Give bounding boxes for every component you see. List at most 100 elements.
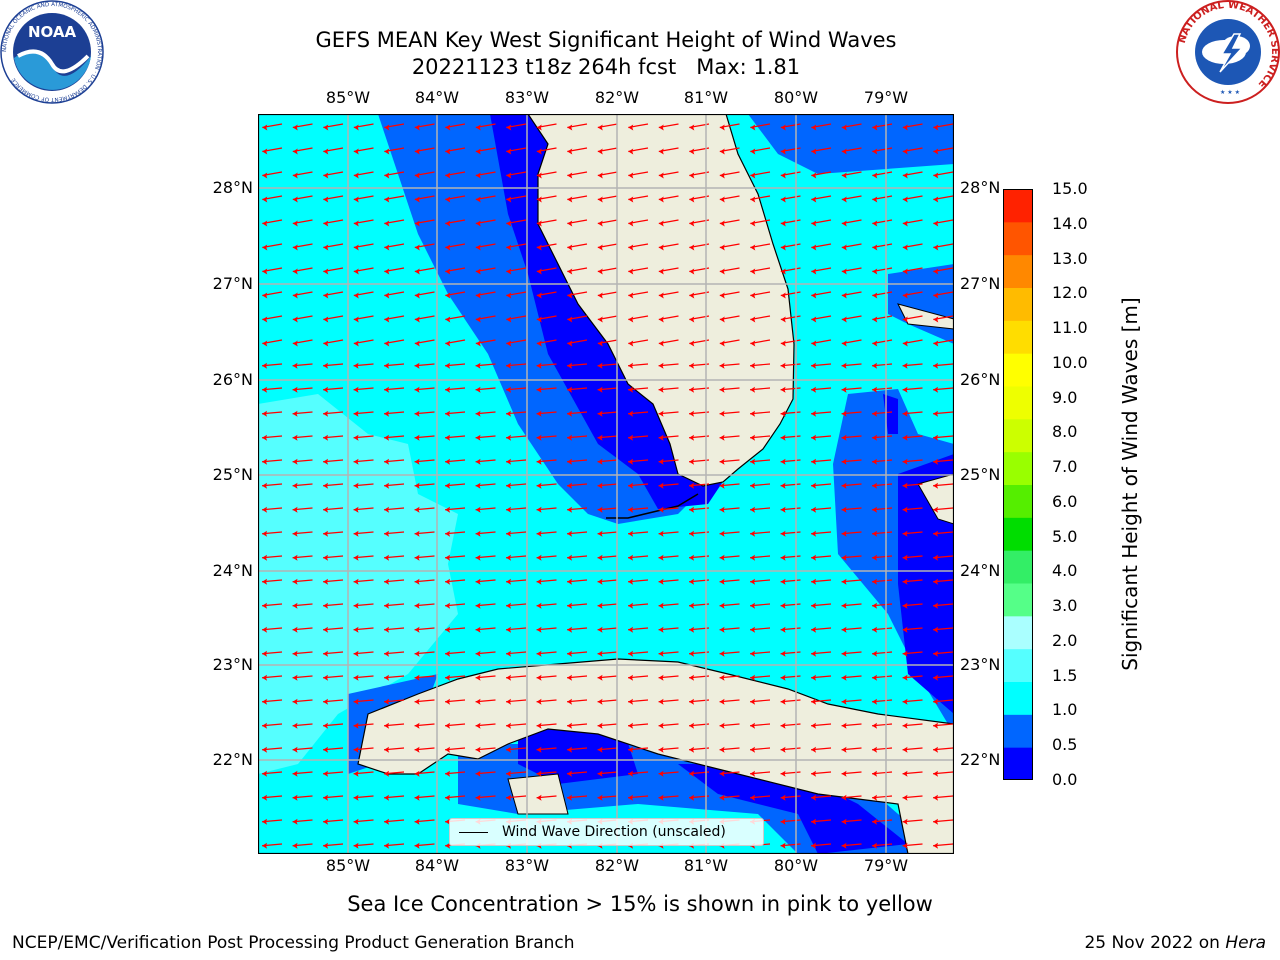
- wave-direction-arrowhead: [445, 794, 451, 801]
- wave-direction-arrowhead: [445, 674, 451, 681]
- wave-direction-arrowhead: [262, 650, 268, 657]
- wave-direction-arrowhead: [536, 316, 542, 323]
- wave-direction-arrowhead: [292, 340, 298, 347]
- wave-direction-arrowhead: [811, 172, 817, 179]
- wave-direction-arrowhead: [628, 722, 634, 729]
- lon-label-top: 82°W: [594, 88, 640, 107]
- wave-direction-arrowhead: [719, 578, 725, 585]
- wave-direction-arrowhead: [719, 124, 725, 131]
- wave-direction-arrowhead: [811, 386, 817, 393]
- wave-direction-arrowhead: [902, 842, 908, 849]
- wave-direction-arrowhead: [567, 626, 573, 633]
- wave-direction-arrowhead: [658, 434, 664, 441]
- wave-direction-arrowhead: [445, 410, 451, 417]
- wave-direction-arrowhead: [292, 698, 298, 705]
- wave-direction-arrowhead: [689, 458, 695, 465]
- wave-direction-arrowhead: [292, 746, 298, 753]
- wave-direction-arrowhead: [506, 410, 512, 417]
- wave-direction-arrowhead: [658, 196, 664, 203]
- wave-direction-arrowhead: [658, 578, 664, 585]
- wave-direction-arrowhead: [292, 554, 298, 561]
- wave-direction-arrowhead: [658, 482, 664, 489]
- wave-direction-arrowhead: [506, 292, 512, 299]
- lon-label-bottom: 84°W: [414, 856, 460, 875]
- wave-direction-arrowhead: [475, 434, 481, 441]
- wave-direction-arrowhead: [628, 316, 634, 323]
- wave-direction-arrowhead: [292, 674, 298, 681]
- wave-direction-arrowhead: [414, 674, 420, 681]
- wave-direction-arrowhead: [536, 458, 542, 465]
- wave-direction-arrowhead: [841, 722, 847, 729]
- map-frame: [258, 114, 954, 854]
- wave-direction-arrowhead: [719, 650, 725, 657]
- wave-direction-arrowhead: [780, 578, 786, 585]
- wave-direction-arrowhead: [475, 602, 481, 609]
- wave-direction-arrowhead: [323, 650, 329, 657]
- wave-direction-arrowhead: [567, 362, 573, 369]
- wave-direction-arrowhead: [933, 530, 939, 537]
- wave-direction-arrowhead: [689, 196, 695, 203]
- wave-direction-arrowhead: [597, 554, 603, 561]
- wave-direction-arrowhead: [719, 244, 725, 251]
- wave-direction-arrowhead: [933, 244, 939, 251]
- wave-direction-arrowhead: [719, 506, 725, 513]
- wave-direction-arrowhead: [536, 722, 542, 729]
- wave-direction-arrowhead: [414, 650, 420, 657]
- wave-direction-arrowhead: [445, 362, 451, 369]
- wave-direction-arrowhead: [811, 482, 817, 489]
- wave-direction-arrowhead: [841, 410, 847, 417]
- colorbar-cell: [1003, 386, 1033, 420]
- wave-direction-arrowhead: [658, 698, 664, 705]
- wave-direction-arrowhead: [292, 650, 298, 657]
- wave-direction-arrowhead: [750, 340, 756, 347]
- lat-label-left: 25°N: [212, 465, 253, 484]
- wave-direction-arrowhead: [933, 698, 939, 705]
- wave-direction-arrowhead: [780, 124, 786, 131]
- svg-text:★ ★ ★: ★ ★ ★: [1220, 89, 1240, 96]
- wave-direction-arrowhead: [353, 506, 359, 513]
- wave-direction-arrowhead: [475, 626, 481, 633]
- wave-direction-arrowhead: [353, 340, 359, 347]
- wave-direction-arrowhead: [750, 172, 756, 179]
- wave-direction-arrowhead: [750, 722, 756, 729]
- wave-direction-arrowhead: [597, 794, 603, 801]
- wave-direction-arrowhead: [353, 482, 359, 489]
- wave-direction-arrowhead: [689, 292, 695, 299]
- wave-direction-arrowhead: [475, 172, 481, 179]
- graticule: [258, 114, 954, 854]
- wave-direction-arrowhead: [933, 434, 939, 441]
- wave-direction-arrowhead: [414, 172, 420, 179]
- wave-direction-arrowhead: [628, 244, 634, 251]
- wave-direction-arrowhead: [841, 362, 847, 369]
- wave-direction-arrowhead: [841, 172, 847, 179]
- wave-direction-arrowhead: [658, 722, 664, 729]
- wave-direction-arrowhead: [841, 386, 847, 393]
- wave-direction-arrowhead: [414, 244, 420, 251]
- wave-direction-arrowhead: [628, 698, 634, 705]
- wave-direction-arrowhead: [597, 172, 603, 179]
- wave-direction-arrowhead: [811, 842, 817, 849]
- wave-direction-arrowhead: [262, 386, 268, 393]
- wave-direction-arrowhead: [353, 674, 359, 681]
- wave-direction-arrowhead: [353, 196, 359, 203]
- wave-direction-arrowhead: [780, 362, 786, 369]
- isla-de-la-juventud: [507, 773, 569, 815]
- wave-direction-arrowhead: [262, 530, 268, 537]
- wave-direction-arrowhead: [658, 410, 664, 417]
- wave-direction-arrowhead: [811, 124, 817, 131]
- wave-direction-arrowhead: [445, 530, 451, 537]
- wave-direction-arrowhead: [323, 434, 329, 441]
- wave-direction-arrowhead: [933, 674, 939, 681]
- wave-direction-arrowhead: [445, 434, 451, 441]
- wave-direction-arrowhead: [262, 746, 268, 753]
- wave-direction-arrowhead: [567, 506, 573, 513]
- wave-direction-arrowhead: [750, 316, 756, 323]
- lon-label-top: 81°W: [683, 88, 729, 107]
- wave-direction-arrowhead: [841, 626, 847, 633]
- wave-direction-arrowhead: [323, 458, 329, 465]
- wave-direction-arrowhead: [658, 268, 664, 275]
- wave-direction-arrowhead: [262, 578, 268, 585]
- wave-direction-arrowhead: [872, 818, 878, 825]
- wave-direction-arrowhead: [506, 506, 512, 513]
- wave-direction-arrowhead: [506, 770, 512, 777]
